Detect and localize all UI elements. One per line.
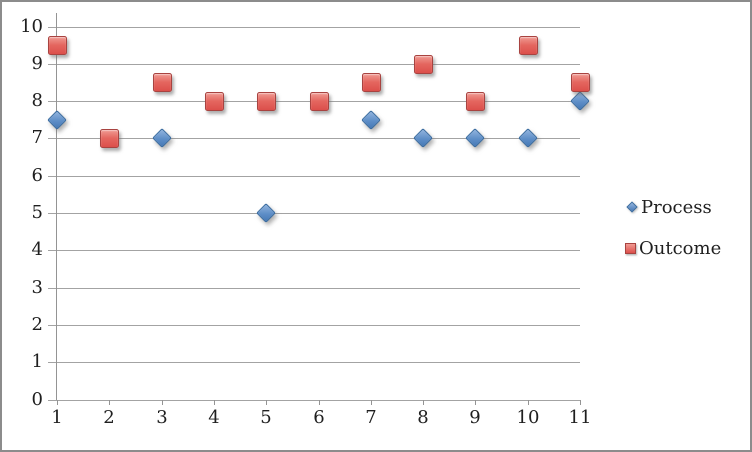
process-diamond-icon xyxy=(625,201,638,214)
y-axis-tick-label: 7 xyxy=(31,127,43,148)
y-axis-tick-label: 1 xyxy=(31,351,43,372)
y-axis-tick-label: 2 xyxy=(31,314,43,335)
x-axis-tick xyxy=(162,400,163,405)
y-axis-tick-label: 8 xyxy=(31,90,43,111)
x-axis-tick-label: 7 xyxy=(365,407,377,428)
x-axis-tick xyxy=(423,400,424,405)
x-axis-tick xyxy=(57,400,58,405)
x-axis-tick-label: 10 xyxy=(516,407,540,428)
data-point-outcome xyxy=(204,91,224,111)
y-axis-line xyxy=(56,13,57,400)
gridline xyxy=(48,27,580,28)
gridline xyxy=(48,213,580,214)
x-axis-tick xyxy=(109,400,110,405)
y-axis-tick-label: 10 xyxy=(20,16,43,37)
y-axis-tick-label: 0 xyxy=(31,389,43,410)
x-axis-tick xyxy=(528,400,529,405)
data-point-outcome xyxy=(309,91,329,111)
y-axis-tick-label: 5 xyxy=(31,202,43,223)
gridline xyxy=(48,288,580,289)
x-axis-tick-label: 1 xyxy=(51,407,63,428)
x-axis-line xyxy=(48,400,580,401)
x-axis-tick xyxy=(214,400,215,405)
x-axis-tick-label: 2 xyxy=(103,407,115,428)
data-point-outcome xyxy=(152,72,172,92)
data-point-outcome xyxy=(518,35,538,55)
x-axis-tick-label: 3 xyxy=(156,407,168,428)
legend-label-outcome: Outcome xyxy=(639,237,722,259)
data-point-outcome xyxy=(47,35,67,55)
legend-item-outcome: Outcome xyxy=(625,237,721,259)
gridline xyxy=(48,250,580,251)
gridline xyxy=(48,138,580,139)
x-axis-tick xyxy=(475,400,476,405)
data-point-outcome xyxy=(361,72,381,92)
x-axis-tick-label: 8 xyxy=(417,407,429,428)
legend-item-process: Process xyxy=(625,196,712,218)
x-axis-tick xyxy=(580,400,581,405)
gridline xyxy=(48,325,580,326)
x-axis-tick-label: 5 xyxy=(260,407,272,428)
x-axis-tick-label: 11 xyxy=(568,407,592,428)
diamond-swatch-shape xyxy=(625,201,638,213)
x-axis-tick-label: 9 xyxy=(469,407,481,428)
x-axis-tick-label: 6 xyxy=(313,407,325,428)
y-axis-tick-label: 3 xyxy=(31,277,43,298)
y-axis-tick-label: 4 xyxy=(31,239,43,260)
x-axis-tick-label: 4 xyxy=(208,407,220,428)
data-point-outcome xyxy=(413,54,433,74)
gridline xyxy=(48,64,580,65)
outcome-square-icon xyxy=(625,242,636,254)
x-axis-tick xyxy=(266,400,267,405)
data-point-outcome xyxy=(570,72,590,92)
data-point-outcome xyxy=(256,91,276,111)
x-axis-tick xyxy=(371,400,372,405)
y-axis-tick-label: 6 xyxy=(31,165,43,186)
gridline xyxy=(48,176,580,177)
data-point-outcome xyxy=(465,91,485,111)
gridline xyxy=(48,362,580,363)
x-axis-tick xyxy=(319,400,320,405)
data-point-outcome xyxy=(99,128,119,148)
y-axis-tick-label: 9 xyxy=(31,53,43,74)
legend-label-process: Process xyxy=(641,196,712,218)
